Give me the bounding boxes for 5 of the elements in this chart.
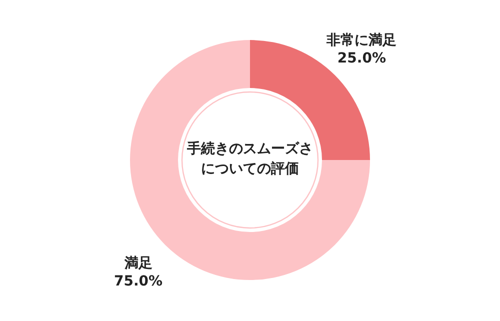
text: 手続きのスムーズさについての評価 — [186, 140, 314, 179]
slice-label: 満足 — [123, 256, 152, 272]
slice-label: 非常に満足 — [326, 32, 397, 48]
data-label: 25.0% — [337, 50, 386, 66]
data-label: 75.0% — [114, 274, 163, 290]
